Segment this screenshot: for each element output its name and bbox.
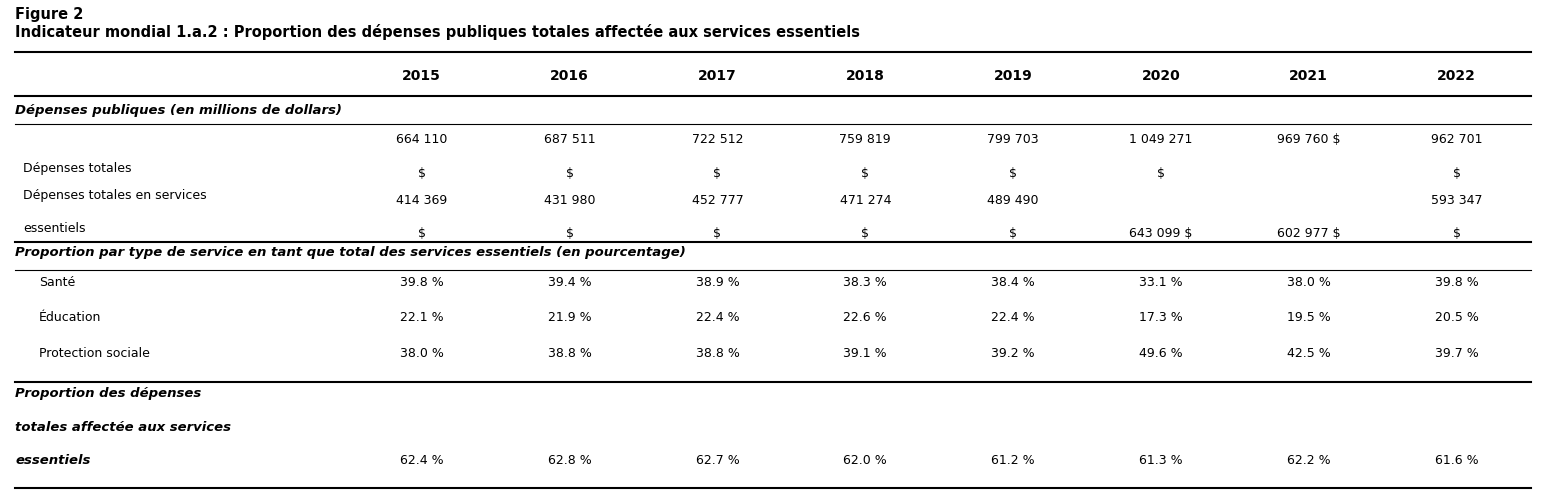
Text: 22.1 %: 22.1 % <box>400 311 444 324</box>
Text: Proportion des dépenses: Proportion des dépenses <box>15 387 201 400</box>
Text: 39.8 %: 39.8 % <box>1435 276 1478 288</box>
Text: $: $ <box>417 167 425 179</box>
Text: 2017: 2017 <box>699 69 737 83</box>
Text: $: $ <box>861 227 869 240</box>
Text: 38.8 %: 38.8 % <box>547 347 592 359</box>
Text: 452 777: 452 777 <box>691 194 744 207</box>
Text: 687 511: 687 511 <box>544 133 595 146</box>
Text: 49.6 %: 49.6 % <box>1139 347 1183 359</box>
Text: essentiels: essentiels <box>23 222 85 235</box>
Text: 38.0 %: 38.0 % <box>400 347 444 359</box>
Text: Santé: Santé <box>39 276 74 288</box>
Text: 42.5 %: 42.5 % <box>1286 347 1331 359</box>
Text: 22.4 %: 22.4 % <box>696 311 739 324</box>
Text: Éducation: Éducation <box>39 311 100 324</box>
Text: 62.7 %: 62.7 % <box>696 454 739 467</box>
Text: 38.3 %: 38.3 % <box>844 276 887 288</box>
Text: 21.9 %: 21.9 % <box>547 311 592 324</box>
Text: 962 701: 962 701 <box>1432 133 1483 146</box>
Text: Proportion par type de service en tant que total des services essentiels (en pou: Proportion par type de service en tant q… <box>15 246 686 259</box>
Text: 38.8 %: 38.8 % <box>696 347 739 359</box>
Text: 17.3 %: 17.3 % <box>1139 311 1183 324</box>
Text: 489 490: 489 490 <box>988 194 1039 207</box>
Text: 643 099 $: 643 099 $ <box>1129 227 1192 240</box>
Text: Dépenses publiques (en millions de dollars): Dépenses publiques (en millions de dolla… <box>15 104 342 116</box>
Text: $: $ <box>713 167 722 179</box>
Text: Indicateur mondial 1.a.2 : Proportion des dépenses publiques totales affectée au: Indicateur mondial 1.a.2 : Proportion de… <box>15 24 861 39</box>
Text: $: $ <box>1010 167 1017 179</box>
Text: 39.4 %: 39.4 % <box>547 276 592 288</box>
Text: 722 512: 722 512 <box>691 133 744 146</box>
Text: totales affectée aux services: totales affectée aux services <box>15 421 232 433</box>
Text: 61.6 %: 61.6 % <box>1435 454 1478 467</box>
Text: 39.1 %: 39.1 % <box>844 347 887 359</box>
Text: 664 110: 664 110 <box>396 133 447 146</box>
Text: 1 049 271: 1 049 271 <box>1129 133 1192 146</box>
Text: $: $ <box>566 227 574 240</box>
Text: 2018: 2018 <box>846 69 884 83</box>
Text: 799 703: 799 703 <box>988 133 1039 146</box>
Text: 2015: 2015 <box>402 69 441 83</box>
Text: 39.7 %: 39.7 % <box>1435 347 1478 359</box>
Text: 602 977 $: 602 977 $ <box>1277 227 1340 240</box>
Text: $: $ <box>1453 167 1461 179</box>
Text: 471 274: 471 274 <box>839 194 890 207</box>
Text: 759 819: 759 819 <box>839 133 890 146</box>
Text: 62.0 %: 62.0 % <box>844 454 887 467</box>
Text: $: $ <box>1156 167 1166 179</box>
Text: 38.9 %: 38.9 % <box>696 276 739 288</box>
Text: 2022: 2022 <box>1438 69 1476 83</box>
Text: 62.8 %: 62.8 % <box>547 454 592 467</box>
Text: 39.2 %: 39.2 % <box>991 347 1034 359</box>
Text: $: $ <box>566 167 574 179</box>
Text: 38.0 %: 38.0 % <box>1286 276 1331 288</box>
Text: 61.2 %: 61.2 % <box>991 454 1034 467</box>
Text: 39.8 %: 39.8 % <box>400 276 444 288</box>
Text: 2020: 2020 <box>1141 69 1180 83</box>
Text: 62.2 %: 62.2 % <box>1286 454 1331 467</box>
Text: $: $ <box>713 227 722 240</box>
Text: $: $ <box>417 227 425 240</box>
Text: $: $ <box>1010 227 1017 240</box>
Text: 38.4 %: 38.4 % <box>991 276 1034 288</box>
Text: 431 980: 431 980 <box>544 194 595 207</box>
Text: 19.5 %: 19.5 % <box>1286 311 1331 324</box>
Text: 2021: 2021 <box>1289 69 1328 83</box>
Text: 414 369: 414 369 <box>396 194 447 207</box>
Text: 22.6 %: 22.6 % <box>844 311 887 324</box>
Text: 593 347: 593 347 <box>1432 194 1483 207</box>
Text: Dépenses totales en services: Dépenses totales en services <box>23 189 207 202</box>
Text: 62.4 %: 62.4 % <box>400 454 444 467</box>
Text: essentiels: essentiels <box>15 454 91 467</box>
Text: $: $ <box>1453 227 1461 240</box>
Text: $: $ <box>861 167 869 179</box>
Text: 33.1 %: 33.1 % <box>1139 276 1183 288</box>
Text: 22.4 %: 22.4 % <box>991 311 1034 324</box>
Text: 969 760 $: 969 760 $ <box>1277 133 1340 146</box>
Text: Dépenses totales: Dépenses totales <box>23 162 131 175</box>
Text: 61.3 %: 61.3 % <box>1139 454 1183 467</box>
Text: 2019: 2019 <box>994 69 1033 83</box>
Text: 20.5 %: 20.5 % <box>1435 311 1478 324</box>
Text: Protection sociale: Protection sociale <box>39 347 150 359</box>
Text: 2016: 2016 <box>550 69 589 83</box>
Text: Figure 2: Figure 2 <box>15 7 83 22</box>
